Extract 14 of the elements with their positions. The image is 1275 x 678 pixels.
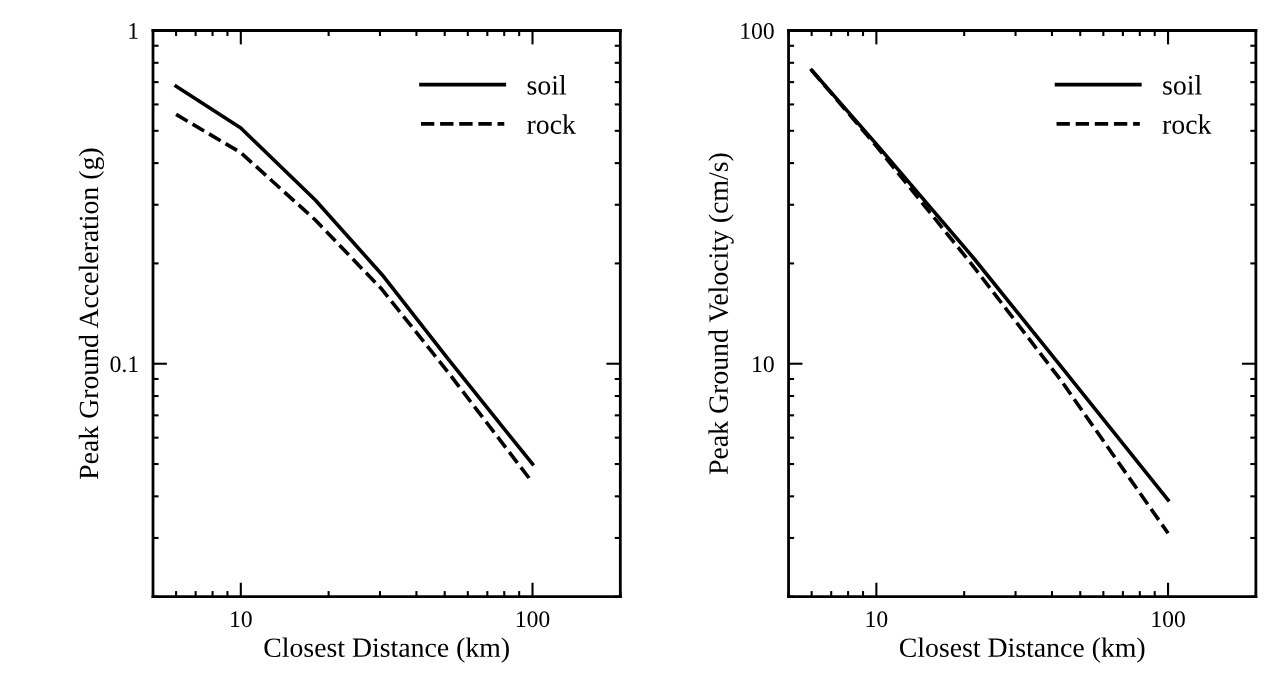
x-axis-title: Closest Distance (km) — [899, 637, 1145, 663]
y-axis-title: Peak Ground Velocity (cm/s) — [708, 153, 734, 475]
x-tick-label: 100 — [1152, 611, 1185, 628]
legend-label: soil — [527, 75, 567, 95]
legend-label: soil — [1163, 75, 1202, 95]
x-tick-label: 10 — [866, 611, 888, 628]
x-axis-title: Closest Distance (km) — [264, 637, 509, 663]
y-tick-label: 0.1 — [110, 356, 138, 373]
legend-label: rock — [1162, 114, 1212, 134]
x-tick-label: 100 — [516, 611, 550, 628]
x-tick-label: 10 — [231, 611, 252, 628]
legend-label: rock — [527, 114, 576, 134]
y-axis-title: Peak Ground Acceleration (g) — [78, 148, 105, 479]
y-tick-label: 1 — [129, 23, 138, 39]
